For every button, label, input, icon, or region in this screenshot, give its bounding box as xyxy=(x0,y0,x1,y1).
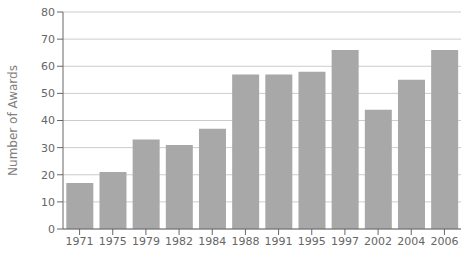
svg-text:80: 80 xyxy=(41,6,55,19)
svg-text:1995: 1995 xyxy=(298,235,326,248)
svg-text:2006: 2006 xyxy=(430,235,458,248)
svg-text:70: 70 xyxy=(41,33,55,46)
svg-text:2004: 2004 xyxy=(397,235,425,248)
svg-text:0: 0 xyxy=(48,223,55,236)
svg-text:40: 40 xyxy=(41,114,55,127)
svg-text:1975: 1975 xyxy=(99,235,127,248)
svg-text:Number of Awards: Number of Awards xyxy=(8,65,20,176)
svg-text:50: 50 xyxy=(41,87,55,100)
svg-text:30: 30 xyxy=(41,142,55,155)
svg-text:2002: 2002 xyxy=(364,235,392,248)
svg-text:1988: 1988 xyxy=(231,235,259,248)
svg-text:1984: 1984 xyxy=(198,235,226,248)
svg-text:10: 10 xyxy=(41,196,55,209)
svg-text:1971: 1971 xyxy=(66,235,94,248)
svg-text:1997: 1997 xyxy=(331,235,359,248)
svg-text:1991: 1991 xyxy=(265,235,293,248)
svg-text:60: 60 xyxy=(41,60,55,73)
svg-text:1982: 1982 xyxy=(165,235,193,248)
svg-text:20: 20 xyxy=(41,169,55,182)
svg-text:1979: 1979 xyxy=(132,235,160,248)
